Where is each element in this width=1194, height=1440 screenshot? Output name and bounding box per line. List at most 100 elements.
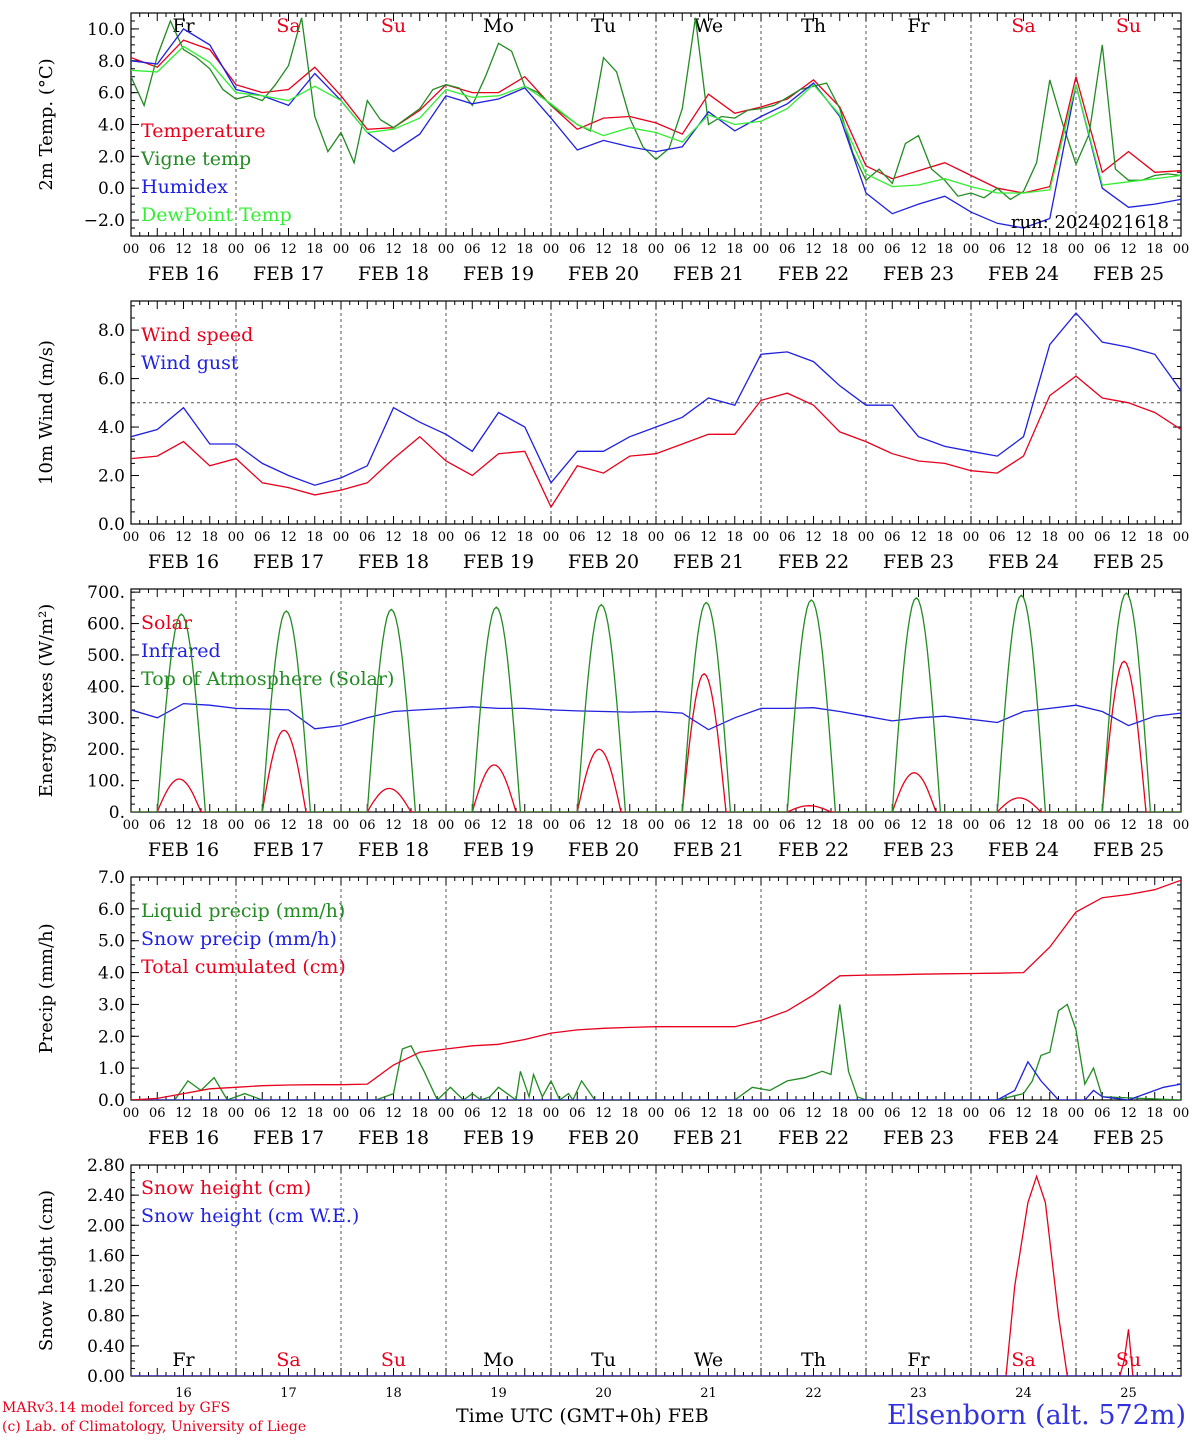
x-hour-label: 18 xyxy=(411,530,428,545)
x-hour-label: 18 xyxy=(831,1106,848,1121)
y-tick-label: 6.0 xyxy=(98,84,125,104)
x-hour-label: 06 xyxy=(779,818,796,833)
x-date-label: FEB 21 xyxy=(673,263,744,285)
y-tick-label: 2.0 xyxy=(98,467,125,487)
x-date-label: FEB 22 xyxy=(778,551,849,573)
x-day-number: 24 xyxy=(1015,1386,1032,1401)
y-tick-label: 4.0 xyxy=(98,418,125,438)
x-date-label: FEB 24 xyxy=(988,263,1059,285)
x-hour-label: 06 xyxy=(569,818,586,833)
x-hour-label: 18 xyxy=(621,1106,638,1121)
x-hour-label: 06 xyxy=(149,1106,166,1121)
x-hour-label: 06 xyxy=(464,530,481,545)
x-date-label: FEB 16 xyxy=(148,1127,219,1149)
x-hour-label: 00 xyxy=(438,242,455,257)
x-hour-label: 12 xyxy=(805,242,822,257)
y-tick-label: 8.0 xyxy=(98,321,125,341)
y-tick-label: −2.0 xyxy=(84,211,125,231)
x-hour-label: 12 xyxy=(805,1106,822,1121)
x-hour-label: 06 xyxy=(149,242,166,257)
x-hour-label: 00 xyxy=(858,1106,875,1121)
weekday-label: Th xyxy=(801,15,826,37)
x-hour-label: 18 xyxy=(306,530,323,545)
x-hour-label: 18 xyxy=(306,242,323,257)
x-hour-label: 18 xyxy=(621,530,638,545)
y-tick-label: 1.0 xyxy=(98,1059,125,1079)
y-tick-label: 1.60 xyxy=(87,1246,125,1266)
x-hour-label: 00 xyxy=(1173,242,1190,257)
x-hour-label: 12 xyxy=(700,530,717,545)
weekday-label: Mo xyxy=(483,15,514,37)
x-hour-label: 12 xyxy=(490,818,507,833)
series-line-infrared xyxy=(131,702,1181,731)
x-date-label: FEB 18 xyxy=(358,1127,429,1149)
x-hour-label: 18 xyxy=(726,530,743,545)
x-hour-label: 00 xyxy=(333,242,350,257)
x-hour-label: 18 xyxy=(621,242,638,257)
x-hour-label: 18 xyxy=(201,1106,218,1121)
x-hour-label: 00 xyxy=(858,530,875,545)
x-hour-label: 00 xyxy=(228,818,245,833)
x-date-label: FEB 22 xyxy=(778,1127,849,1149)
x-hour-label: 06 xyxy=(464,242,481,257)
x-hour-label: 18 xyxy=(1041,530,1058,545)
x-hour-label: 18 xyxy=(1041,818,1058,833)
x-hour-label: 00 xyxy=(648,1106,665,1121)
x-day-number: 21 xyxy=(700,1386,717,1401)
x-date-label: FEB 17 xyxy=(253,839,324,861)
series-line-humidex xyxy=(131,28,1181,229)
x-hour-label: 06 xyxy=(359,530,376,545)
x-date-label: FEB 25 xyxy=(1093,551,1164,573)
x-hour-label: 06 xyxy=(359,242,376,257)
legend-entry: Solar xyxy=(141,612,193,634)
x-hour-label: 00 xyxy=(858,242,875,257)
y-axis-label: Precip (mm/h) xyxy=(36,923,57,1053)
y-axis-label: 10m Wind (m/s) xyxy=(36,340,57,485)
y-tick-label: 700. xyxy=(87,583,125,603)
plot-frame xyxy=(130,588,1182,813)
weekday-label: Tu xyxy=(591,15,616,37)
x-hour-label: 18 xyxy=(1146,818,1163,833)
y-tick-label: 200. xyxy=(87,740,125,760)
x-hour-label: 06 xyxy=(464,818,481,833)
series-line-solar xyxy=(131,660,1181,812)
x-hour-label: 00 xyxy=(228,530,245,545)
x-hour-label: 18 xyxy=(1146,242,1163,257)
x-hour-label: 18 xyxy=(936,530,953,545)
x-hour-label: 12 xyxy=(280,242,297,257)
x-date-label: FEB 24 xyxy=(988,1127,1059,1149)
x-hour-label: 12 xyxy=(490,530,507,545)
x-hour-label: 18 xyxy=(201,530,218,545)
x-hour-label: 00 xyxy=(963,242,980,257)
x-hour-label: 06 xyxy=(254,530,271,545)
x-hour-label: 00 xyxy=(963,1106,980,1121)
x-hour-label: 06 xyxy=(569,1106,586,1121)
legend-entry: Wind speed xyxy=(141,324,253,346)
x-hour-label: 12 xyxy=(910,1106,927,1121)
y-tick-label: 10.0 xyxy=(87,20,125,40)
x-hour-label: 18 xyxy=(411,818,428,833)
x-hour-label: 12 xyxy=(490,242,507,257)
weekday-label: Sa xyxy=(1011,15,1035,37)
y-tick-label: 2.40 xyxy=(87,1186,125,1206)
legend-entry: Snow height (cm W.E.) xyxy=(141,1205,359,1227)
x-hour-label: 18 xyxy=(1041,242,1058,257)
y-tick-label: 0. xyxy=(109,803,125,823)
weekday-label: Su xyxy=(1116,15,1141,37)
y-tick-label: 600. xyxy=(87,615,125,635)
y-tick-label: 0.00 xyxy=(87,1367,125,1387)
series-line-total-cumulated-cm xyxy=(131,879,1181,1100)
x-hour-label: 18 xyxy=(831,530,848,545)
series-line-dewpoint-temp xyxy=(131,45,1181,194)
x-hour-label: 12 xyxy=(910,530,927,545)
plot-frame xyxy=(130,12,1182,237)
x-hour-label: 12 xyxy=(490,1106,507,1121)
legend-entry: Temperature xyxy=(141,120,265,142)
x-hour-label: 12 xyxy=(1120,242,1137,257)
y-tick-label: 100. xyxy=(87,772,125,792)
weekday-label: Su xyxy=(381,1349,406,1371)
x-hour-label: 00 xyxy=(753,818,770,833)
x-hour-label: 06 xyxy=(254,818,271,833)
chart-panel-1: −2.0 0.0 2.0 4.0 6.0 8.0 10.0 2m Temp. (°C) 00 06… xyxy=(36,12,1190,285)
x-date-label: FEB 20 xyxy=(568,263,639,285)
